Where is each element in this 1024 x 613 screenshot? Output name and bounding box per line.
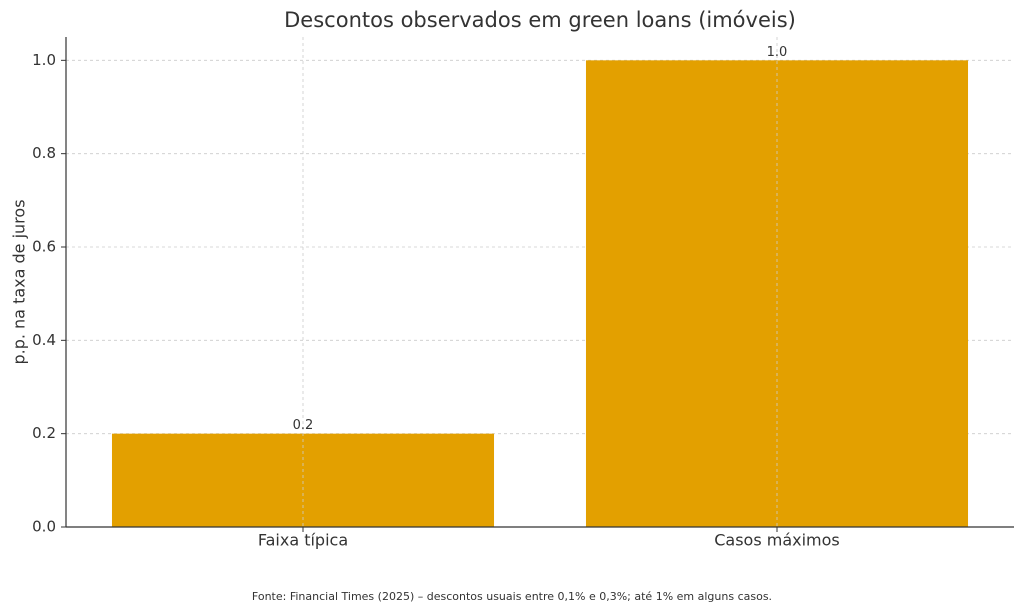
y-tick-label: 0.8 <box>32 144 56 162</box>
y-axis-label: p.p. na taxa de juros <box>10 199 29 364</box>
y-tick-label: 0.0 <box>32 518 56 536</box>
x-tick-label: Casos máximos <box>714 531 840 550</box>
y-tick-label: 0.6 <box>32 238 56 256</box>
y-tick-label: 0.2 <box>32 424 56 442</box>
source-note: Fonte: Financial Times (2025) – desconto… <box>252 590 772 603</box>
value-label: 1.0 <box>767 45 788 60</box>
x-tick-label: Faixa típica <box>258 531 348 550</box>
chart-title: Descontos observados em green loans (imó… <box>284 8 796 32</box>
y-tick-label: 1.0 <box>32 51 56 69</box>
y-tick-label: 0.4 <box>32 331 56 349</box>
value-label: 0.2 <box>293 418 314 433</box>
bar <box>585 60 969 527</box>
